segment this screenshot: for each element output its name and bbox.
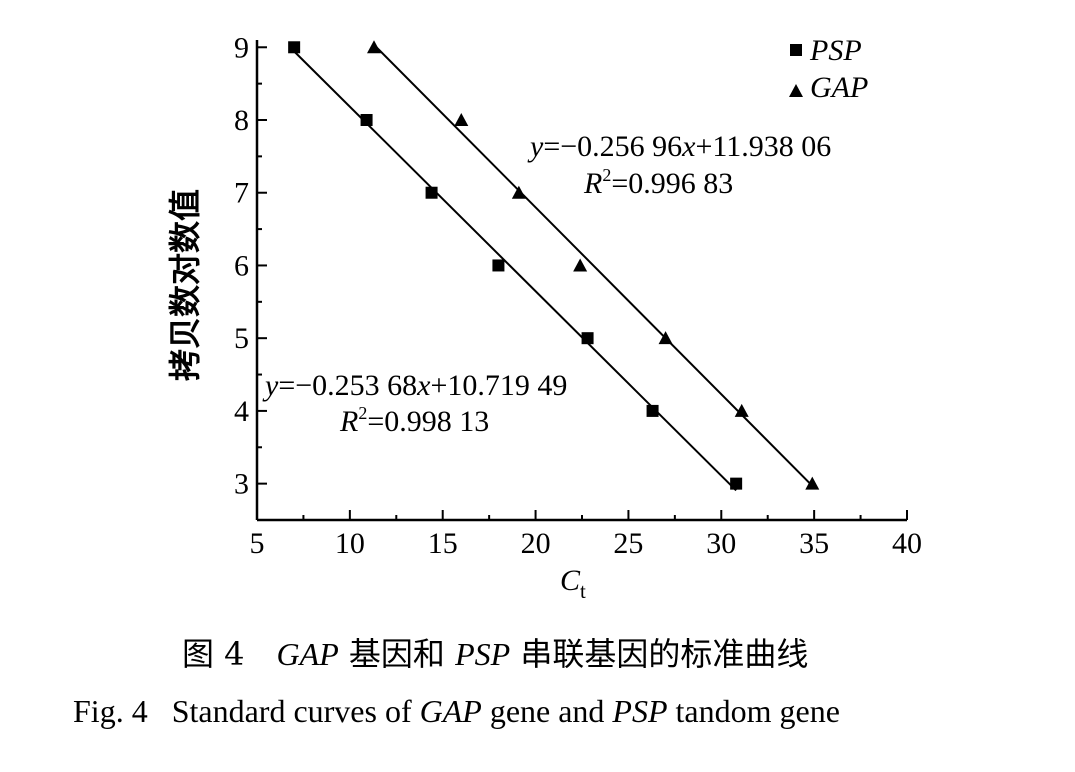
y-tick-label: 9: [234, 31, 249, 64]
y-ticks: 3 4 5 6 7 8 9: [234, 31, 267, 501]
gap-point: [511, 185, 526, 199]
plot-area: 5 10 15 20 25 30 35 40 3 4 5 6 7 8 9: [234, 31, 922, 560]
data-markers: [288, 40, 820, 490]
gap-point: [658, 331, 673, 345]
x-axis-label: Ct: [560, 564, 586, 603]
psp-point: [492, 259, 505, 272]
x-ticks: 5 10 15 20 25 30 35 40: [250, 510, 922, 560]
gap-point: [734, 403, 749, 417]
y-tick-label: 4: [234, 395, 249, 428]
x-tick-label: 30: [706, 527, 736, 560]
x-tick-label: 15: [428, 527, 458, 560]
caption-chinese: 图 4 GAP 基因和 PSP 串联基因的标准曲线: [182, 635, 808, 673]
psp-point: [730, 477, 743, 490]
gap-point: [367, 40, 381, 54]
y-tick-label: 3: [234, 468, 249, 501]
y-tick-label: 8: [234, 104, 249, 137]
legend-psp-label: PSP: [809, 34, 862, 67]
gap-fit-equation: y=−0.256 96x+11.938 06: [527, 130, 831, 163]
psp-point: [581, 332, 594, 345]
y-tick-label: 5: [234, 322, 249, 355]
psp-point: [288, 41, 301, 54]
gap-point: [454, 113, 469, 126]
psp-r-squared: R2=0.998 13: [339, 403, 489, 438]
y-axis-label: 拷贝数对数值: [166, 189, 204, 381]
x-axis-label-sub: t: [580, 579, 586, 603]
legend-gap-label: GAP: [810, 71, 868, 104]
x-tick-label: 35: [799, 527, 829, 560]
x-tick-label: 25: [613, 527, 643, 560]
psp-point: [360, 114, 373, 126]
legend-psp-marker: [790, 44, 802, 56]
x-tick-label: 40: [892, 527, 922, 560]
psp-equation: y=−0.253 68x+10.719 49 R2=0.998 13: [262, 369, 567, 438]
gap-equation: y=−0.256 96x+11.938 06 R2=0.996 83: [527, 130, 831, 200]
x-tick-label: 20: [521, 527, 551, 560]
psp-fit-equation: y=−0.253 68x+10.719 49: [262, 369, 567, 402]
x-tick-label: 10: [335, 527, 365, 560]
x-axis-label-main: C: [560, 564, 581, 597]
y-tick-label: 7: [234, 177, 249, 210]
gap-r-squared: R2=0.996 83: [583, 165, 733, 200]
psp-point: [425, 186, 438, 199]
caption-english: Fig. 4 Standard curves of GAP gene and PS…: [73, 693, 840, 729]
gap-point: [573, 258, 588, 272]
legend: PSP GAP: [789, 34, 868, 104]
psp-point: [646, 404, 659, 417]
y-tick-label: 6: [234, 249, 249, 282]
legend-gap-marker: [789, 84, 803, 97]
x-tick-label: 5: [250, 527, 265, 560]
gap-point: [805, 476, 820, 490]
psp-fit-line: [293, 50, 737, 492]
